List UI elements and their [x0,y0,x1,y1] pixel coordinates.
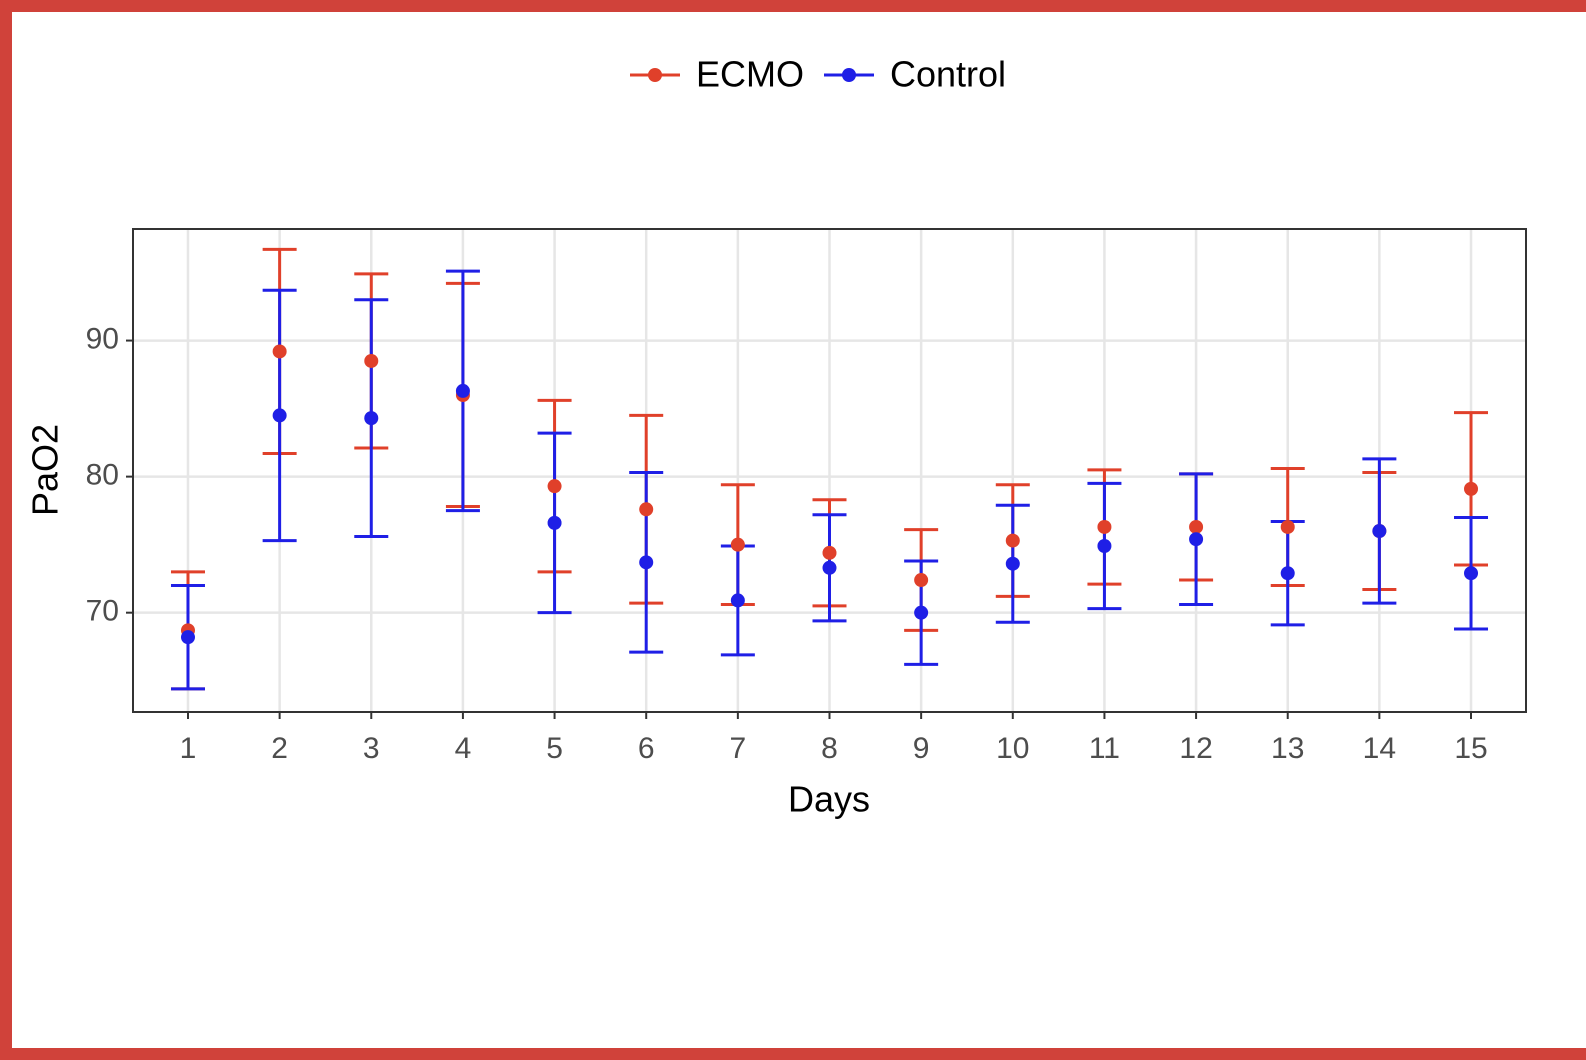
point [1464,481,1479,496]
x-tick-label: 13 [1271,732,1304,765]
point [1189,519,1204,534]
plot-border [132,228,1527,713]
x-tick-label: 1 [180,732,197,765]
legend-label: Control [890,54,1006,95]
point [364,411,379,426]
x-tick-label: 10 [996,732,1029,765]
x-tick-label: 5 [546,732,563,765]
point [639,502,654,517]
point [1097,539,1112,554]
point [730,537,745,552]
x-axis-title: Days [788,779,870,820]
legend-label: ECMO [696,54,804,95]
point [272,408,287,423]
point [547,479,562,494]
point [180,630,195,645]
x-tick-label: 12 [1179,732,1212,765]
x-tick-label: 15 [1454,732,1487,765]
point [1280,519,1295,534]
point [1005,533,1020,548]
point [914,573,929,588]
x-tick-label: 4 [455,732,472,765]
y-axis-title: PaO2 [25,424,66,516]
x-tick-label: 11 [1089,732,1120,765]
x-tick-label: 7 [730,732,747,765]
point [730,593,745,608]
point [547,515,562,530]
point [1280,566,1295,581]
legend-marker [842,68,856,82]
y-tick-label: 70 [86,595,119,628]
point [272,344,287,359]
point [822,545,837,560]
y-tick-label: 90 [86,322,119,355]
x-tick-label: 3 [363,732,380,765]
point [1372,524,1387,539]
point [1464,566,1479,581]
point [822,560,837,575]
x-tick-label: 2 [271,732,288,765]
point [455,383,470,398]
x-tick-label: 6 [638,732,655,765]
point [1005,556,1020,571]
x-tick-label: 14 [1363,732,1396,765]
x-tick-label: 8 [821,732,838,765]
point [1097,519,1112,534]
x-tick-label: 9 [913,732,930,765]
point [364,353,379,368]
point [1189,532,1204,547]
legend-marker [648,68,662,82]
point [914,605,929,620]
point [639,555,654,570]
y-tick-label: 80 [86,459,119,492]
